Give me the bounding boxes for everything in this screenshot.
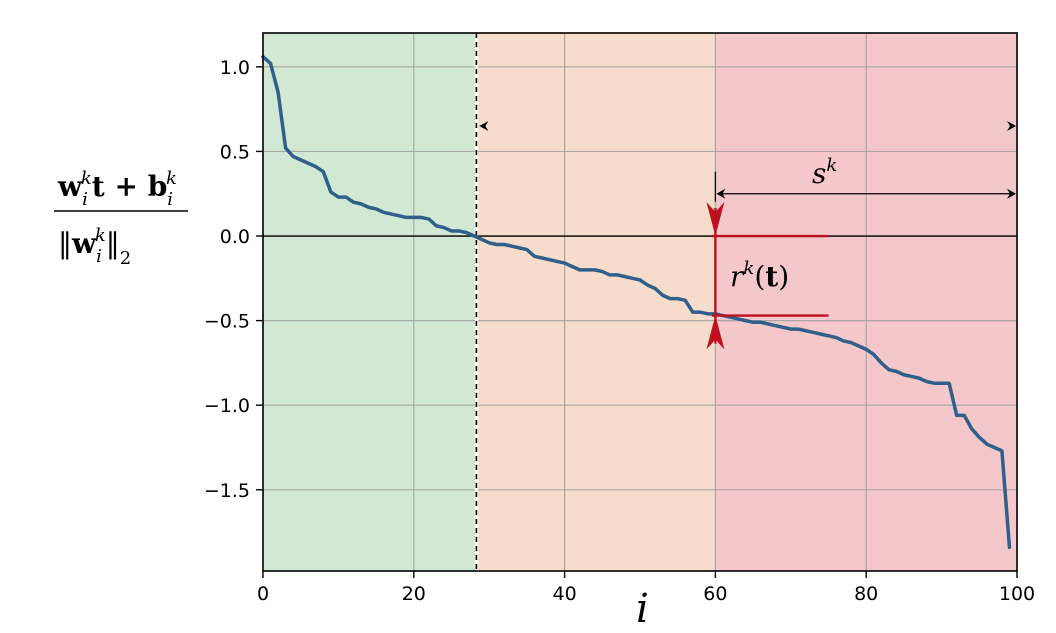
r-bracket-bottom-head [706, 315, 725, 350]
x-tick-label-3: 60 [703, 583, 727, 605]
region-1 [476, 33, 716, 571]
upper-arrow-right-head [1007, 121, 1016, 132]
r-bracket-top-head [706, 202, 725, 237]
ylabel-num-w: w [57, 170, 83, 203]
ylabel-den-norm-left: ‖ [58, 227, 72, 260]
svg-text:‖wik‖2: ‖wik‖2 [58, 225, 131, 269]
annotations [479, 121, 1016, 350]
ylabel-den-k: k [95, 225, 106, 246]
y-axis-label: wikt + bik ‖wik‖2 [54, 168, 188, 269]
s-bracket-left-head [716, 188, 726, 199]
ylabel-den-i: i [96, 246, 102, 267]
s-label: sk [812, 155, 837, 190]
axes: 0 20 40 60 80 100 1.0 0.5 0.0 −0.5 −1.0 −1.5 [204, 32, 1035, 605]
x-axis-label: i [636, 586, 649, 632]
s-bracket-right-head [1007, 188, 1016, 199]
x-tick-label-4: 80 [854, 583, 878, 605]
y-tick-label-2: 0.0 [220, 226, 250, 248]
ylabel-num-t: t + [92, 170, 148, 203]
ylabel-num-k: k [81, 168, 92, 189]
plot-frame [262, 32, 1018, 572]
reference-lines [263, 33, 1017, 571]
shaded-regions [263, 33, 1017, 571]
ylabel-den-w: w [71, 227, 97, 260]
ylabel-num-k2: k [166, 168, 177, 189]
r-label: rk(t) [730, 258, 789, 293]
y-tick-label-1: 0.5 [220, 141, 250, 163]
data-series [261, 54, 1012, 550]
x-tick-label-2: 40 [553, 583, 577, 605]
y-tick-label-3: −0.5 [204, 311, 250, 333]
x-tick-label-0: 0 [257, 583, 269, 605]
x-tick-label-1: 20 [402, 583, 426, 605]
y-tick-label-4: −1.0 [204, 395, 250, 417]
ylabel-num-b: b [148, 170, 168, 203]
series-line-0 [261, 54, 1012, 550]
ylabel-den-sub2: 2 [120, 248, 131, 269]
svg-text:wikt + bik: wikt + bik [57, 168, 177, 210]
x-tick-label-5: 100 [999, 583, 1035, 605]
ylabel-num-i2: i [167, 189, 173, 210]
y-tick-label-0: 1.0 [220, 57, 250, 79]
region-0 [263, 33, 477, 571]
upper-arrow-left-head [479, 121, 489, 132]
ylabel-den-norm-right: ‖ [106, 227, 120, 260]
y-tick-label-5: −1.5 [204, 480, 250, 502]
ylabel-num-i: i [82, 189, 88, 210]
